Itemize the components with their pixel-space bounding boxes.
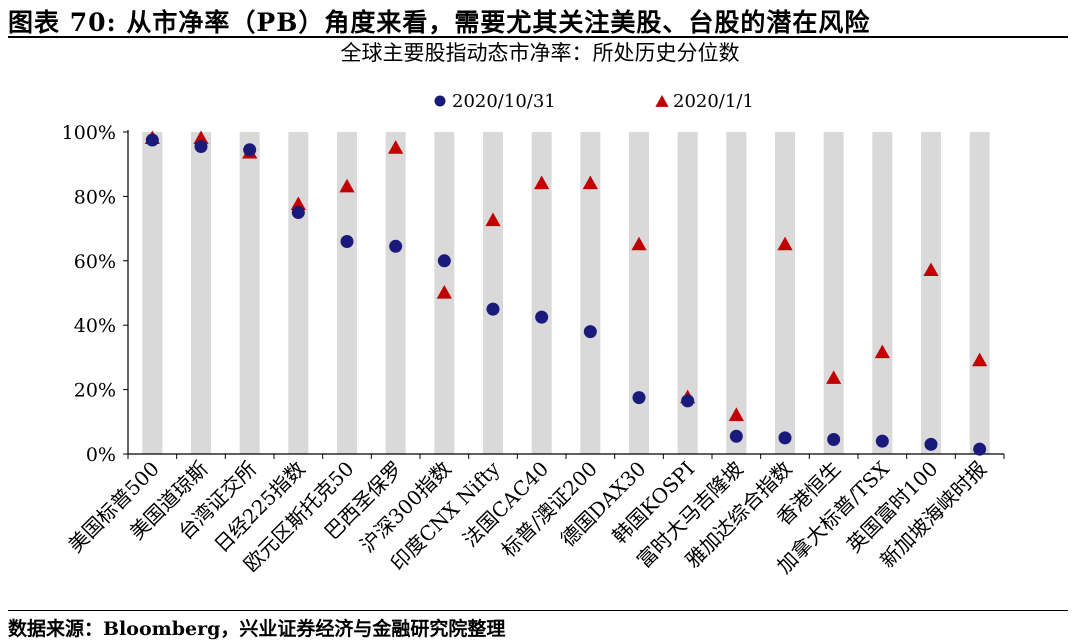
point-2020-1-1 xyxy=(631,236,647,251)
category-band xyxy=(677,132,698,454)
chart-area: 全球主要股指动态市净率：所处历史分位数 2020/10/31 2020/1/1 0% 2… xyxy=(0,38,1080,608)
category-band xyxy=(969,132,990,454)
point-2020-10-31 xyxy=(194,139,208,153)
point-2020-10-31 xyxy=(340,234,354,248)
pb-percentile-chart: 全球主要股指动态市净率：所处历史分位数 2020/10/31 2020/1/1 0% 2… xyxy=(62,41,1005,578)
source-note: 数据来源：Bloomberg，兴业证券经济与金融研究院整理 xyxy=(8,618,506,640)
point-2020-10-31 xyxy=(437,254,451,268)
category-band xyxy=(239,132,260,454)
category-band xyxy=(337,132,357,454)
chart-title: 全球主要股指动态市净率：所处历史分位数 xyxy=(341,41,740,65)
point-2020-1-1 xyxy=(923,262,939,277)
y-tick-label: 40% xyxy=(74,315,116,337)
point-2020-1-1 xyxy=(777,236,793,251)
y-tick-label: 0% xyxy=(86,444,116,466)
point-2020-10-31 xyxy=(389,239,403,253)
category-band xyxy=(142,132,163,454)
point-2020-10-31 xyxy=(729,429,743,443)
category-band xyxy=(288,132,309,454)
point-2020-10-31 xyxy=(875,434,889,448)
legend-label-2020-10-31: 2020/10/31 xyxy=(452,91,556,112)
category-band xyxy=(531,132,552,454)
point-2020-10-31 xyxy=(827,433,841,447)
category-band xyxy=(191,132,211,454)
point-2020-10-31 xyxy=(924,437,938,451)
category-band xyxy=(580,132,601,454)
point-2020-1-1 xyxy=(826,370,842,384)
point-2020-10-31 xyxy=(535,310,549,324)
point-2020-10-31 xyxy=(243,143,257,157)
point-2020-1-1 xyxy=(728,407,744,421)
point-2020-10-31 xyxy=(291,206,305,219)
point-2020-1-1 xyxy=(972,352,988,367)
point-2020-10-31 xyxy=(486,302,500,316)
category-band xyxy=(872,132,893,454)
figure-title: 图表 70: 从市净率（PB）角度来看，需要尤其关注美股、台股的潜在风险 xyxy=(8,8,871,37)
category-band xyxy=(629,132,649,454)
figure-header: 图表 70: 从市净率（PB）角度来看，需要尤其关注美股、台股的潜在风险 xyxy=(0,0,1080,38)
y-tick-label: 20% xyxy=(74,380,116,402)
category-band xyxy=(921,132,941,454)
legend-label-2020-1-1: 2020/1/1 xyxy=(673,91,754,112)
point-2020-1-1 xyxy=(290,196,306,211)
point-2020-1-1 xyxy=(388,140,404,154)
point-2020-1-1 xyxy=(485,212,501,227)
point-2020-10-31 xyxy=(145,133,159,147)
point-2020-1-1 xyxy=(193,130,209,145)
point-2020-10-31 xyxy=(583,325,597,339)
point-2020-1-1 xyxy=(874,344,890,359)
y-tick-label: 60% xyxy=(74,251,116,273)
category-band xyxy=(775,132,795,454)
point-2020-1-1 xyxy=(436,285,452,299)
source-rule xyxy=(8,610,1068,611)
point-2020-10-31 xyxy=(778,431,792,445)
point-2020-1-1 xyxy=(339,178,355,193)
category-band xyxy=(483,132,503,454)
point-2020-10-31 xyxy=(632,391,646,405)
point-2020-10-31 xyxy=(681,394,695,408)
legend-marker-2020-10-31 xyxy=(434,95,446,107)
legend-marker-2020-1-1 xyxy=(655,95,669,107)
point-2020-1-1 xyxy=(582,175,598,190)
y-tick-label: 100% xyxy=(62,122,116,144)
category-band xyxy=(385,132,406,454)
title-rule xyxy=(8,36,1068,38)
category-band xyxy=(823,132,844,454)
point-2020-1-1 xyxy=(534,175,550,190)
category-band xyxy=(726,132,747,454)
point-2020-10-31 xyxy=(973,442,987,456)
y-tick-label: 80% xyxy=(74,186,116,208)
